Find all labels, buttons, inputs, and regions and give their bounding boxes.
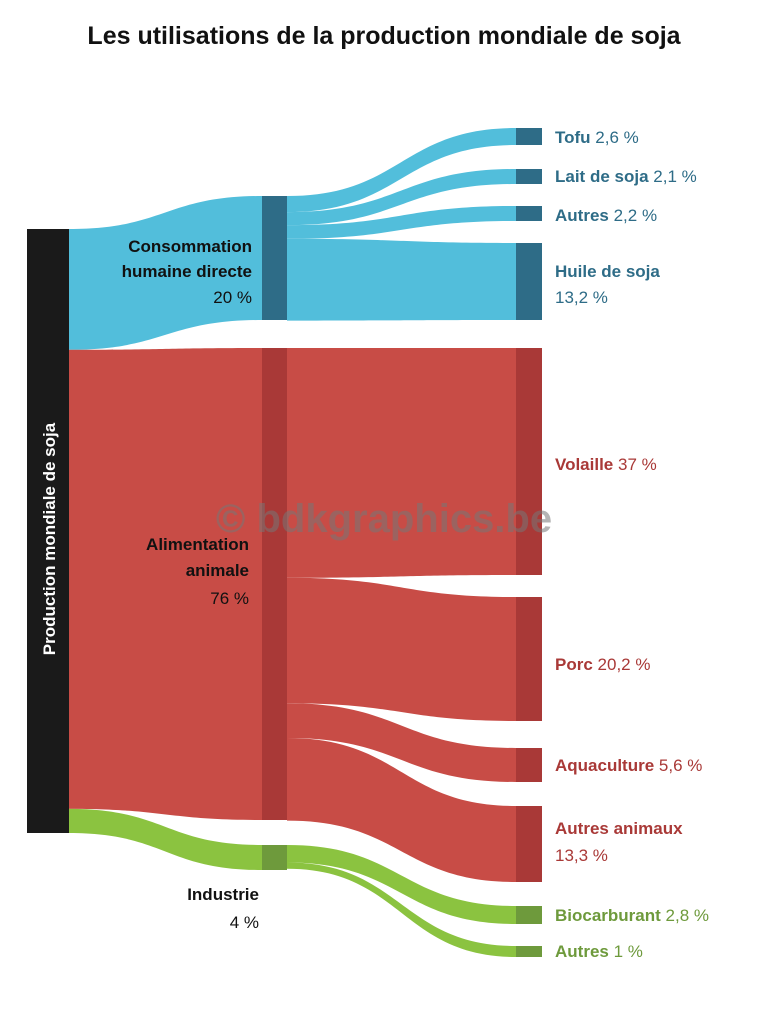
target-name-porc: Porc (555, 655, 593, 674)
node-target-5 (516, 597, 542, 721)
node-target-9 (516, 946, 542, 957)
group-label-human-line1: Consommation (128, 237, 252, 256)
group-label-animal-line2: animale (186, 561, 249, 580)
link-source-industry (69, 808, 262, 870)
target-label-volaille: Volaille 37 % (555, 455, 657, 474)
link-animal-target-6 (287, 703, 516, 782)
target-label-biocarburant: Biocarburant 2,8 % (555, 906, 709, 925)
target-value-autres-humain: 2,2 % (614, 206, 657, 225)
target-value-huile: 13,2 % (555, 288, 608, 307)
group-value-animal: 76 % (210, 589, 249, 608)
target-label-autres-industrie: Autres 1 % (555, 942, 643, 961)
group-label-industry: Industrie (187, 885, 259, 904)
target-name-huile: Huile de soja (555, 262, 660, 281)
target-label-porc: Porc 20,2 % (555, 655, 650, 674)
node-target-7 (516, 806, 542, 882)
target-value-aquaculture: 5,6 % (659, 756, 702, 775)
group-value-human: 20 % (213, 288, 252, 307)
source-label: Production mondiale de soja (40, 422, 59, 655)
target-value-porc: 20,2 % (598, 655, 651, 674)
node-target-2 (516, 206, 542, 221)
node-target-3 (516, 243, 542, 320)
target-name-autres-humain: Autres (555, 206, 609, 225)
node-group-human (262, 196, 287, 320)
target-value-volaille: 37 % (618, 455, 657, 474)
node-group-animal (262, 348, 287, 820)
target-value-tofu: 2,6 % (595, 128, 638, 147)
watermark: © bdkgraphics.be (216, 497, 552, 541)
link-human-target-2 (287, 206, 516, 239)
page-title: Les utilisations de la production mondia… (87, 22, 681, 50)
target-name-tofu: Tofu (555, 128, 591, 147)
group-value-industry: 4 % (230, 913, 259, 932)
node-source (27, 229, 69, 833)
target-value-biocarburant: 2,8 % (666, 906, 709, 925)
node-target-1 (516, 169, 542, 184)
target-name-aquaculture: Aquaculture (555, 756, 654, 775)
target-name-volaille: Volaille (555, 455, 613, 474)
target-name-autres-industrie: Autres (555, 942, 609, 961)
target-label-lait: Lait de soja 2,1 % (555, 167, 697, 186)
link-human-target-1 (287, 169, 516, 226)
target-name-biocarburant: Biocarburant (555, 906, 661, 925)
target-label-autres-humain: Autres 2,2 % (555, 206, 657, 225)
target-value-lait: 2,1 % (653, 167, 696, 186)
group-target-links (287, 128, 516, 957)
link-human-target-3 (287, 238, 516, 321)
node-target-8 (516, 906, 542, 924)
group-label-human-line2: humaine directe (122, 262, 252, 281)
link-industry-target-8 (287, 845, 516, 924)
target-name-autres-animaux: Autres animaux (555, 819, 683, 838)
link-animal-target-4 (287, 348, 516, 578)
target-nodes (516, 128, 542, 957)
link-source-animal (69, 348, 262, 820)
group-label-animal-line1: Alimentation (146, 535, 249, 554)
link-industry-target-9 (287, 862, 516, 957)
target-value-autres-animaux: 13,3 % (555, 846, 608, 865)
node-target-4 (516, 348, 542, 575)
link-animal-target-5 (287, 577, 516, 721)
node-group-industry (262, 845, 287, 870)
target-label-tofu: Tofu 2,6 % (555, 128, 639, 147)
node-target-6 (516, 748, 542, 782)
target-value-autres-industrie: 1 % (614, 942, 643, 961)
link-animal-target-7 (287, 738, 516, 882)
node-target-0 (516, 128, 542, 145)
link-source-human (69, 196, 262, 350)
group-nodes (262, 196, 287, 870)
target-label-aquaculture: Aquaculture 5,6 % (555, 756, 702, 775)
link-human-target-0 (287, 128, 516, 213)
target-name-lait: Lait de soja (555, 167, 649, 186)
